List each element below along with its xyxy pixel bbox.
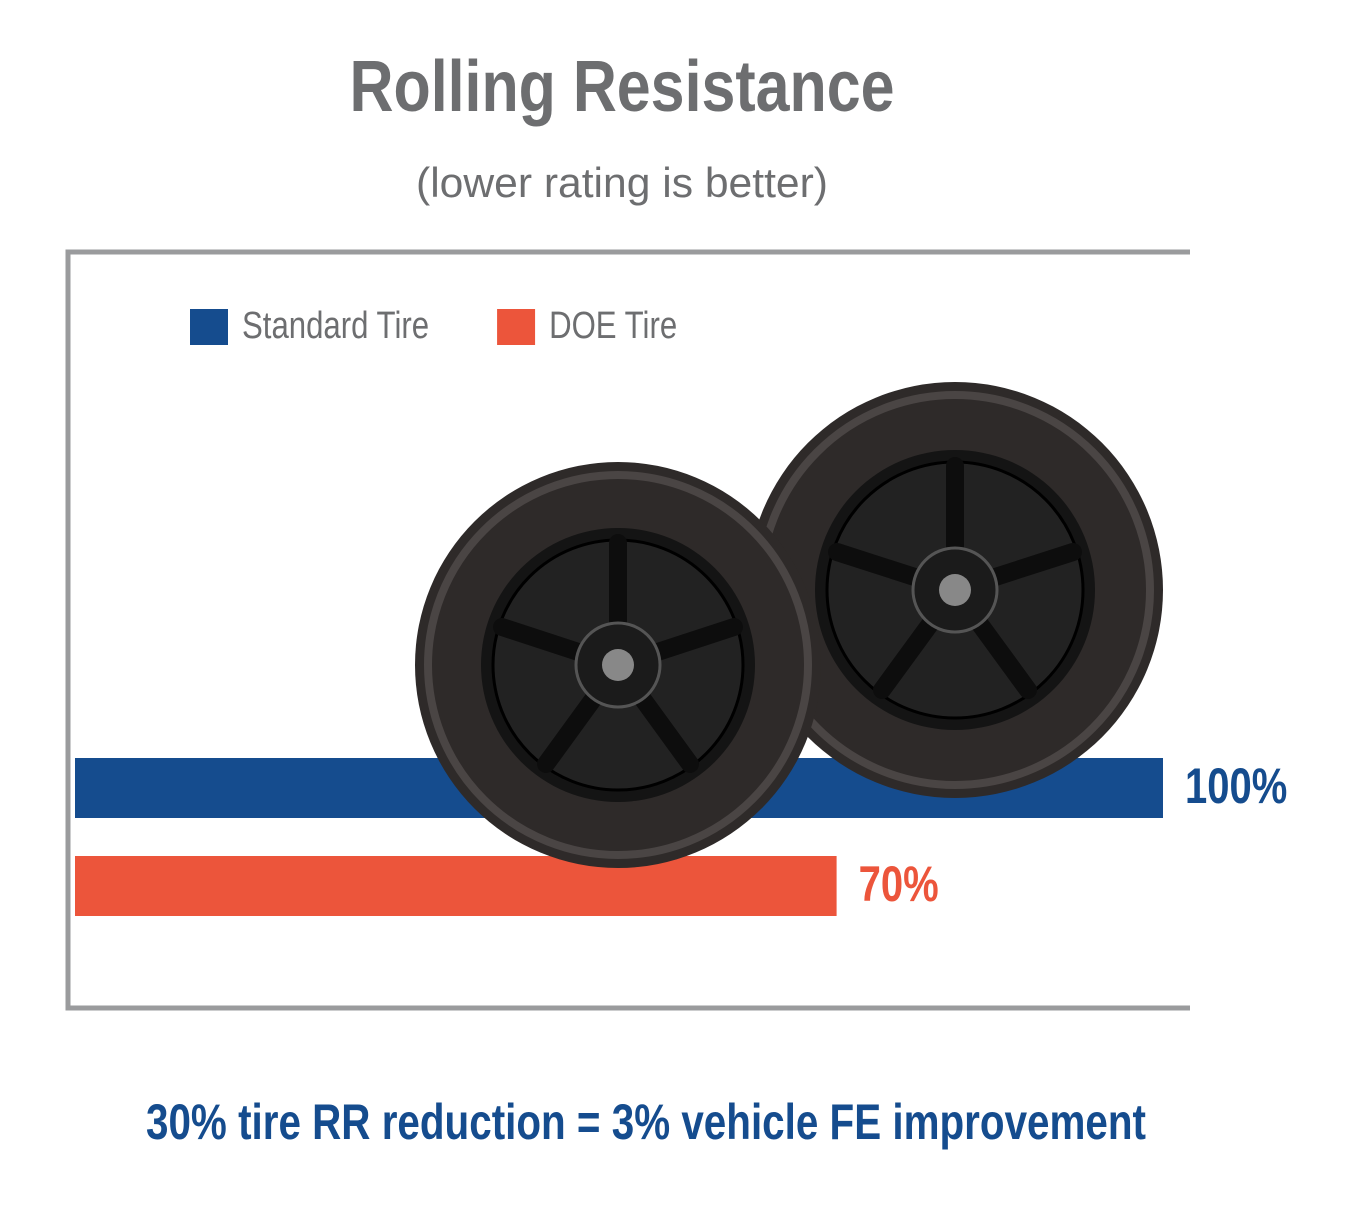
value-labels: 100% 70%	[859, 758, 1288, 912]
legend-label: DOE Tire	[549, 305, 677, 347]
tire-back	[747, 382, 1163, 798]
legend-label: Standard Tire	[242, 305, 429, 347]
legend: Standard Tire DOE Tire	[190, 305, 677, 347]
legend-swatch	[497, 309, 536, 345]
tire-front	[415, 462, 821, 868]
bar	[75, 856, 837, 916]
frame	[65, 249, 1190, 1011]
tire-images	[415, 382, 1163, 868]
annotation: 30% tire RR reduction = 3% vehicle FE im…	[146, 1094, 1146, 1150]
value-label: 70%	[859, 856, 939, 912]
plot-frame	[65, 249, 1190, 1011]
legend-swatch	[190, 309, 228, 345]
chart-title: Rolling Resistance	[350, 47, 895, 127]
value-label: 100%	[1185, 758, 1287, 814]
chart-subtitle: (lower rating is better)	[416, 159, 828, 206]
